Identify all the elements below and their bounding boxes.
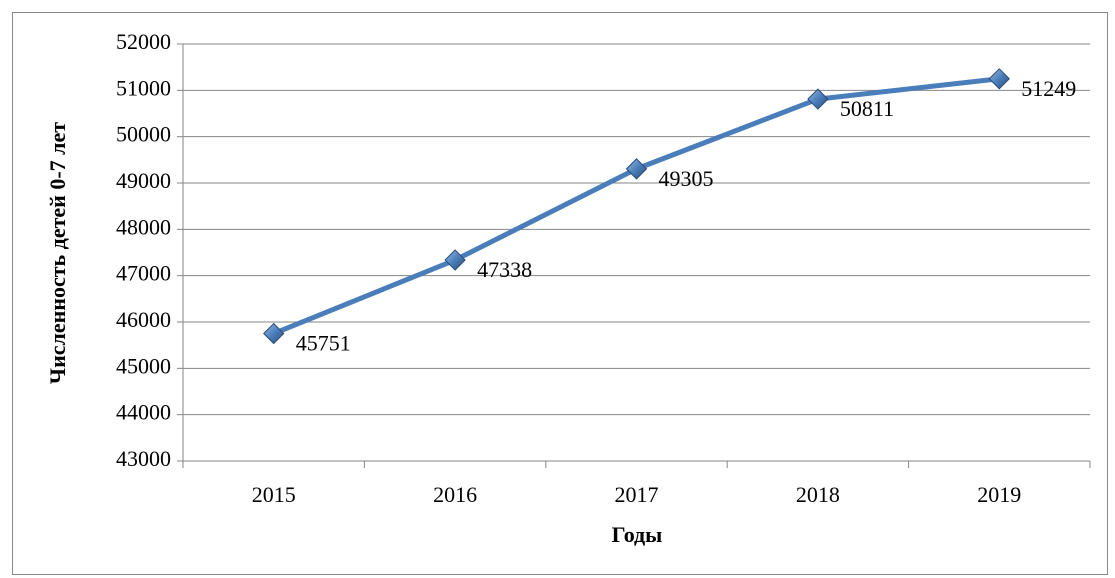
data-point [444,249,466,271]
y-tick-label: 45000 [116,353,171,378]
y-tick-label: 43000 [116,446,171,471]
y-tick-label: 50000 [116,122,171,147]
y-tick-label: 49000 [116,168,171,193]
data-point [262,322,285,345]
y-axis-title: Численность детей 0-7 лет [45,122,70,384]
data-label: 49305 [659,166,714,191]
y-tick-label: 51000 [116,75,171,100]
data-label: 50811 [840,96,894,121]
data-label: 45751 [296,331,351,356]
y-tick-label: 46000 [116,307,171,332]
x-tick-label: 2015 [252,482,296,507]
y-tick-label: 48000 [116,214,171,239]
data-point [807,88,829,110]
x-tick-label: 2017 [615,482,659,507]
x-tick-label: 2018 [796,482,840,507]
data-label: 51249 [1021,76,1076,101]
x-tick-label: 2016 [433,482,477,507]
data-point [988,68,1011,90]
chart-border [12,12,1108,575]
data-label: 47338 [477,257,532,282]
x-axis-title: Годы [612,522,663,547]
y-tick-label: 47000 [116,261,171,286]
data-point [625,158,648,180]
y-tick-label: 52000 [116,29,171,54]
x-tick-label: 2019 [977,482,1021,507]
y-tick-label: 44000 [116,400,171,425]
